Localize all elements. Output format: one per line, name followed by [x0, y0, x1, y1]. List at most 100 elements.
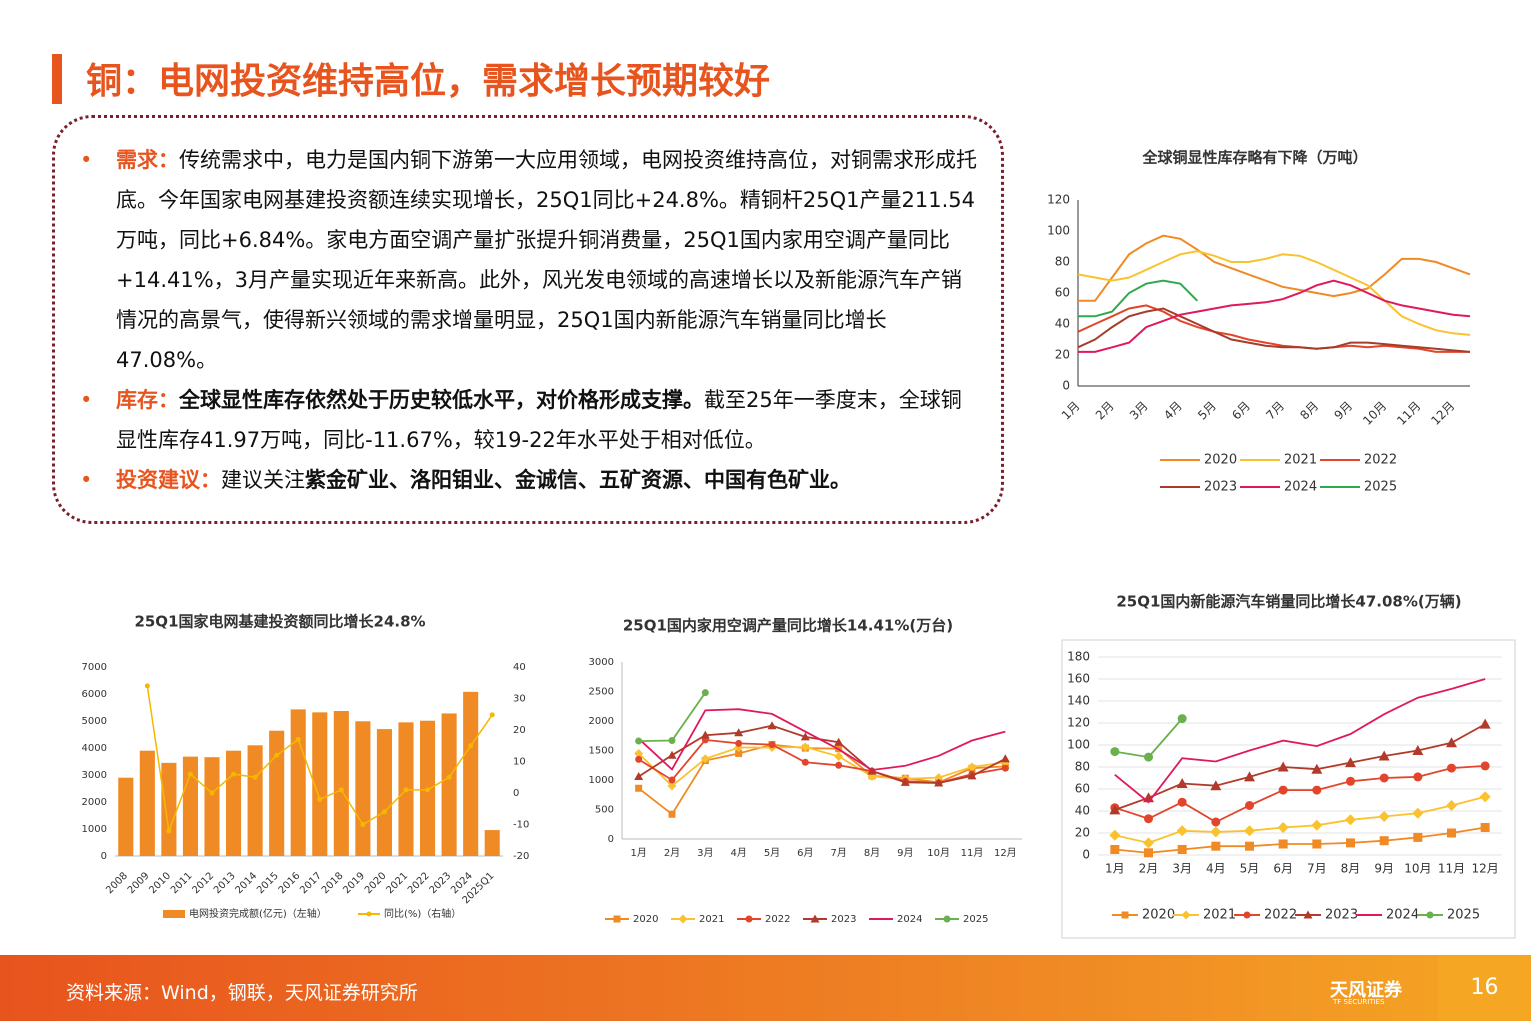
marker: [701, 689, 709, 697]
bullet-text: 截至25年一季度末，全球铜显性库存41.97万吨，同比-11.67%，较19-2…: [116, 388, 962, 452]
marker: [900, 777, 910, 786]
bar: [269, 730, 285, 856]
text-frame: [52, 115, 1004, 524]
legend-marker: [810, 914, 820, 923]
series-line: [1114, 795, 1486, 844]
marker: [144, 683, 150, 689]
marker: [1177, 845, 1187, 854]
legend-label: 2020: [633, 914, 658, 925]
legend-label: 2020: [1204, 453, 1237, 468]
y-tick-label: 40: [1075, 804, 1090, 818]
marker: [1245, 841, 1254, 851]
bullet: 需求：传统需求中，电力是国内铜下游第一大应用领域，电网投资维持高位，对铜需求形成…: [78, 140, 978, 380]
marker: [1346, 838, 1355, 848]
marker: [667, 750, 677, 759]
marker: [700, 754, 710, 764]
legend-label: 2022: [1264, 908, 1297, 923]
marker: [667, 781, 677, 791]
marker: [1479, 791, 1491, 803]
y-tick-label: 40: [1055, 317, 1070, 331]
legend-label: 2020: [1142, 908, 1175, 923]
y-tick-label: 2500: [589, 687, 614, 698]
marker: [700, 730, 710, 739]
x-tick-label: 8月: [864, 847, 880, 859]
y-tick-label: 60: [1055, 286, 1070, 300]
legend-swatch: [163, 910, 185, 918]
series-line: [1114, 826, 1486, 854]
bar: [312, 712, 328, 856]
legend-label: 同比(%)（右轴）: [384, 907, 461, 920]
marker: [425, 787, 431, 793]
y-tick-label: 500: [595, 805, 614, 816]
marker: [1378, 750, 1390, 761]
legend-label: 2021: [1284, 453, 1317, 468]
bar: [161, 762, 177, 856]
x-tick-label: 4月: [730, 847, 746, 859]
bullet: 库存：全球显性库存依然处于历史较低水平，对价格形成支撑。截至25年一季度末，全球…: [78, 380, 978, 460]
source: 资料来源：Wind，钢联，天风证券研究所: [66, 982, 418, 1004]
y-tick-label: 2000: [589, 716, 614, 727]
x-tick-label: 1月: [1105, 862, 1125, 876]
legend-label: 2022: [765, 914, 790, 925]
marker: [1413, 832, 1423, 842]
x-tick-label: 2021: [384, 870, 410, 896]
legend-marker: [1303, 910, 1313, 919]
legend-marker: [745, 915, 753, 923]
bullet-text: 传统需求中，电力是国内铜下游第一大应用领域，电网投资维持高位，对铜需求形成托底。…: [116, 148, 977, 372]
marker: [1210, 826, 1222, 838]
marker: [735, 749, 743, 757]
series-line: [1078, 279, 1199, 318]
marker: [834, 751, 844, 761]
x-tick-label: 2015: [255, 870, 281, 896]
series-line: [1077, 304, 1470, 353]
marker: [1311, 819, 1323, 831]
x-tick-label: 2018: [320, 870, 346, 896]
series-line: [1077, 307, 1471, 353]
marker: [187, 771, 193, 777]
marker: [1001, 764, 1009, 772]
marker: [1144, 814, 1153, 824]
bullet: 投资建议：建议关注紫金矿业、洛阳钼业、金诚信、五矿资源、中国有色矿业。: [78, 460, 978, 500]
marker: [834, 737, 844, 746]
page-number: 16: [1438, 955, 1531, 1021]
marker: [1379, 836, 1389, 846]
marker: [1379, 773, 1389, 783]
x-tick-label: 2012: [190, 870, 216, 896]
y-tick-label: 140: [1067, 694, 1090, 708]
x-tick-label: 2016: [277, 870, 303, 896]
bar: [247, 745, 263, 856]
marker: [1312, 785, 1322, 795]
marker: [1144, 848, 1153, 858]
y-tick-label: 100: [1067, 738, 1090, 752]
bullet-list: 需求：传统需求中，电力是国内铜下游第一大应用领域，电网投资维持高位，对铜需求形成…: [78, 140, 978, 500]
bar: [441, 713, 457, 856]
y2-tick-label: 40: [513, 662, 526, 673]
marker: [1143, 837, 1154, 849]
marker: [468, 743, 474, 749]
legend-label: 2024: [897, 914, 922, 925]
x-tick-label: 2020: [363, 870, 389, 896]
y-tick-label: 3000: [82, 770, 107, 781]
marker: [274, 752, 280, 758]
marker: [209, 790, 215, 796]
chart-frame: [1061, 639, 1516, 939]
bullet-text: 库存：: [116, 388, 179, 412]
bar: [290, 709, 306, 856]
x-tick-label: 8月: [1341, 862, 1361, 876]
marker: [1378, 811, 1390, 822]
y-tick-label: 60: [1075, 782, 1090, 796]
chart-title: 25Q1国家电网基建投资额同比增长24.8%: [134, 613, 425, 631]
marker: [1110, 845, 1120, 854]
legend-marker: [1121, 911, 1129, 919]
marker: [1278, 839, 1288, 849]
marker: [800, 732, 810, 741]
bullet-text: 紫金矿业、洛阳钼业、金诚信、五矿资源、中国有色矿业。: [305, 468, 851, 492]
marker: [1144, 752, 1153, 762]
x-tick-label: 2008: [104, 870, 130, 896]
y-tick-label: 5000: [82, 716, 107, 727]
marker: [1345, 814, 1356, 826]
x-tick-label: 2011: [169, 870, 195, 896]
marker: [934, 778, 944, 787]
x-tick-label: 2月: [1139, 862, 1159, 876]
